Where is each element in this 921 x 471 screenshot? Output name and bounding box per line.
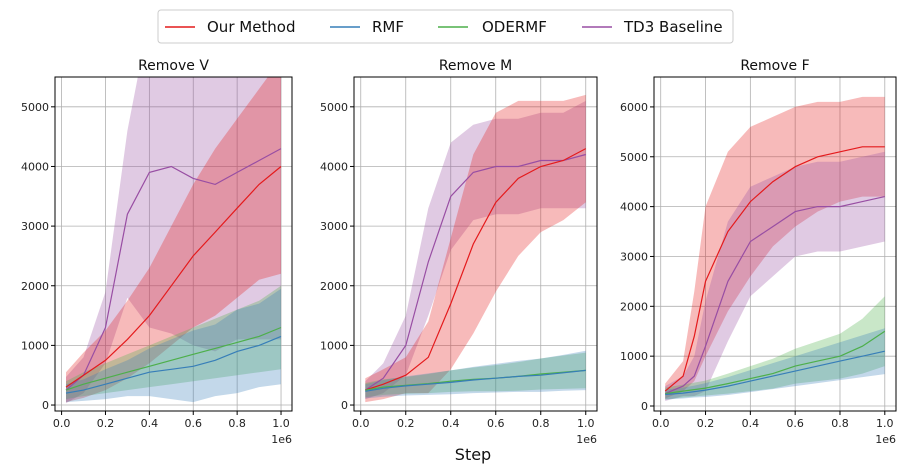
x-tick-label: 0.8 — [532, 417, 550, 430]
x-offset-label: 1e6 — [576, 433, 597, 446]
y-tick-label: 6000 — [620, 101, 648, 114]
axes-frame — [54, 76, 293, 412]
band-our-method — [665, 96, 885, 399]
band-td3-baseline — [66, 77, 281, 404]
x-tick-label: 1.0 — [577, 417, 595, 430]
line-td3-baseline — [664, 196, 885, 395]
panel-title: Remove M — [439, 58, 512, 74]
panel-remove-v: Remove V 0.0 0.2 0.4 0.6 0.8 1.0 0 1000 2000 3000 4… — [21, 58, 293, 446]
y-tick-label: 5000 — [620, 151, 648, 164]
x-tick-label: 1.0 — [876, 417, 894, 430]
line-odermf — [65, 326, 282, 391]
y-tick-label: 0 — [641, 400, 648, 413]
y-tick-label: 0 — [42, 399, 49, 412]
x-axis-label: Step — [455, 445, 491, 464]
y-tick-label: 5000 — [21, 101, 49, 114]
line-rmf — [665, 350, 885, 396]
x-tick-label: 0.4 — [141, 417, 159, 430]
y-tick-label: 5000 — [320, 101, 348, 114]
line-odermf — [665, 330, 886, 395]
legend: Our Method RMF ODERMF TD3 Baseline — [157, 9, 734, 44]
panel-remove-m: Remove M 0.0 0.2 0.4 0.6 0.8 1.0 0 1000 2000 3000 4… — [320, 58, 598, 446]
x-tick-label: 0.0 — [352, 417, 370, 430]
plot-area — [65, 77, 282, 404]
line-td3-baseline — [65, 148, 282, 391]
line-td3-baseline — [364, 153, 586, 391]
line-rmf — [365, 369, 586, 392]
line-rmf — [65, 335, 282, 394]
x-tick-label: 0.6 — [487, 417, 505, 430]
legend-label-odermf: ODERMF — [482, 18, 547, 36]
legend-label-rmf: RMF — [372, 18, 404, 36]
plot-area — [364, 94, 587, 403]
y-tick-label: 4000 — [320, 160, 348, 173]
band-rmf — [365, 350, 586, 399]
band-td3-baseline — [365, 100, 586, 400]
legend-label-our-method: Our Method — [207, 18, 296, 36]
x-tick-label: 0.6 — [185, 417, 203, 430]
y-tick-label: 4000 — [620, 201, 648, 214]
y-tick-label: 2000 — [320, 280, 348, 293]
y-tick-label: 1000 — [320, 339, 348, 352]
x-tick-label: 1.0 — [272, 417, 290, 430]
x-tick-label: 0.8 — [228, 417, 246, 430]
line-our-method — [65, 166, 282, 388]
x-tick-label: 0.0 — [53, 417, 71, 430]
y-tick-label: 3000 — [21, 220, 49, 233]
x-tick-label: 0.2 — [97, 417, 115, 430]
y-tick-label: 3000 — [620, 250, 648, 263]
legend-label-td3-baseline: TD3 Baseline — [623, 18, 723, 36]
x-tick-label: 0.4 — [442, 417, 460, 430]
x-tick-label: 0.2 — [697, 417, 715, 430]
band-td3-baseline — [665, 151, 885, 401]
y-tick-label: 2000 — [620, 300, 648, 313]
y-tick-label: 4000 — [21, 160, 49, 173]
y-tick-label: 1000 — [620, 350, 648, 363]
axes-frame — [353, 76, 598, 412]
y-tick-label: 3000 — [320, 220, 348, 233]
band-odermf — [66, 285, 281, 400]
y-tick-label: 1000 — [21, 339, 49, 352]
line-our-method — [664, 146, 885, 392]
panel-remove-f: Remove F 0.0 0.2 0.4 0.6 0.8 1.0 0 1000 2000 3000 4… — [620, 58, 897, 446]
y-tick-label: 0 — [341, 399, 348, 412]
x-tick-label: 0.2 — [397, 417, 415, 430]
panel-title: Remove F — [740, 58, 809, 74]
x-tick-label: 0.8 — [831, 417, 849, 430]
axes-frame — [653, 76, 897, 412]
band-odermf — [665, 296, 885, 400]
band-our-method — [66, 77, 281, 403]
x-offset-label: 1e6 — [875, 433, 896, 446]
x-offset-label: 1e6 — [271, 433, 292, 446]
x-tick-label: 0.6 — [786, 417, 804, 430]
panel-title: Remove V — [138, 58, 209, 74]
band-rmf — [665, 328, 885, 400]
plot-area — [664, 96, 886, 401]
x-tick-label: 0.0 — [652, 417, 670, 430]
x-tick-label: 0.4 — [742, 417, 760, 430]
band-odermf — [365, 352, 586, 398]
line-our-method — [365, 148, 587, 391]
y-tick-label: 2000 — [21, 280, 49, 293]
